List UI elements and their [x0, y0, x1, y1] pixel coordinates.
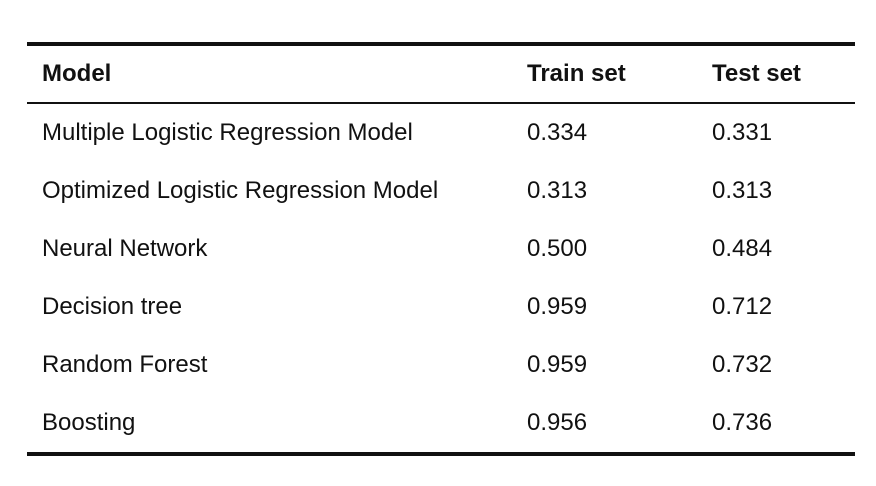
train-score-cell: 0.313 — [527, 177, 588, 204]
table-row: Neural Network 0.500 0.484 — [27, 220, 855, 278]
table-body: Multiple Logistic Regression Model 0.334… — [27, 103, 855, 454]
test-score-cell: 0.313 — [712, 177, 773, 204]
train-score-cell: 0.334 — [527, 119, 588, 146]
test-score-cell: 0.732 — [712, 351, 773, 378]
train-score-cell: 0.959 — [527, 351, 588, 378]
train-score-cell: 0.956 — [527, 409, 588, 436]
test-score-cell: 0.484 — [712, 235, 773, 262]
table-row: Random Forest 0.959 0.732 — [27, 336, 855, 394]
model-name-cell: Neural Network — [42, 235, 208, 262]
train-score-cell: 0.500 — [527, 235, 588, 262]
results-table: Model Train set Test set Multiple Logist… — [27, 42, 855, 456]
header-train-set: Train set — [527, 60, 626, 87]
model-name-cell: Decision tree — [42, 293, 183, 320]
table-row: Boosting 0.956 0.736 — [27, 394, 855, 454]
test-score-cell: 0.712 — [712, 293, 773, 320]
train-score-cell: 0.959 — [527, 293, 588, 320]
model-name-cell: Random Forest — [42, 351, 208, 378]
model-name-cell: Boosting — [42, 409, 136, 436]
table-row: Decision tree 0.959 0.712 — [27, 278, 855, 336]
table-row: Multiple Logistic Regression Model 0.334… — [27, 103, 855, 162]
model-name-cell: Multiple Logistic Regression Model — [42, 119, 413, 146]
test-score-cell: 0.331 — [712, 119, 773, 146]
header-row: Model Train set Test set — [27, 44, 855, 103]
table-header: Model Train set Test set — [27, 44, 855, 103]
test-score-cell: 0.736 — [712, 409, 773, 436]
model-name-cell: Optimized Logistic Regression Model — [42, 177, 439, 204]
table-row: Optimized Logistic Regression Model 0.31… — [27, 162, 855, 220]
header-test-set: Test set — [712, 60, 801, 87]
header-model: Model — [42, 60, 112, 87]
